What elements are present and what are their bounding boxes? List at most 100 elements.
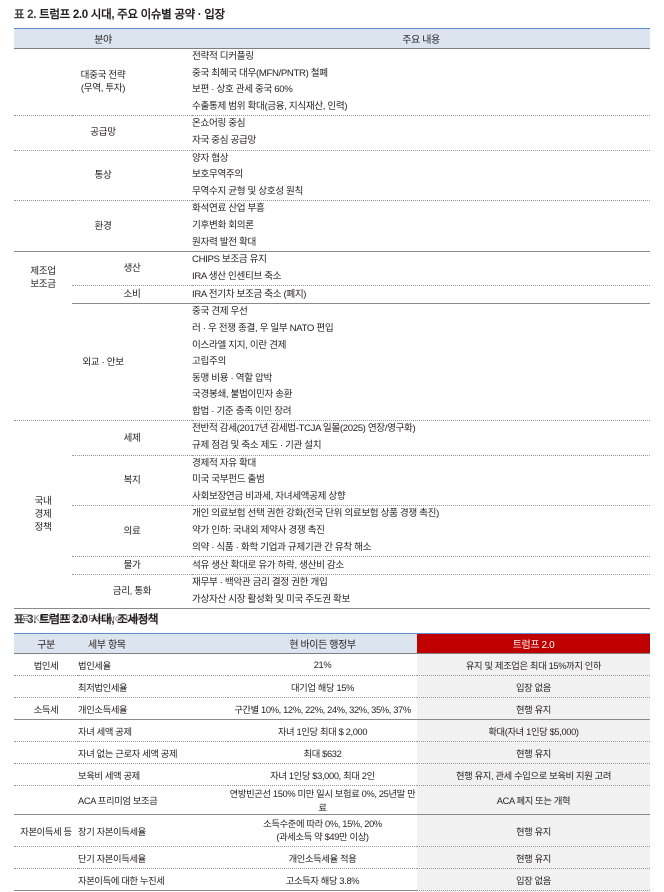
table2-content-cell: 경제적 자유 확대 미국 국부펀드 출범 사회보장연금 비과세, 자녀세액공제 … bbox=[192, 455, 651, 507]
table2-group-line2: 보조금 bbox=[30, 278, 56, 290]
table2-content-line: 보편 · 상호 관세 중국 60% bbox=[192, 84, 293, 96]
table3-trump-cell: 입장 없음 bbox=[417, 868, 650, 892]
table2-content-line: 재무부 · 백악관 금리 결정 권한 개입 bbox=[192, 577, 328, 589]
table2-group-line3: 정책 bbox=[34, 522, 52, 534]
table2-title-text: 트럼프 2.0 시대, 주요 이슈별 공약 · 입장 bbox=[39, 9, 225, 21]
table2-row: 외교 · 안보 중국 견제 우선 러 · 우 전쟁 종결, 우 일부 NATO … bbox=[14, 303, 651, 422]
table2-content-cell: 전반적 감세(2017년 감세법-TCJA 일몰(2025) 연장/영구화) 규… bbox=[192, 420, 651, 456]
table2: 분야 주요 내용 대중국 전략 (무역, 투자) 전략적 디커플링 중국 최혜국… bbox=[14, 28, 651, 609]
table2-content-line: 고립주의 bbox=[192, 356, 226, 368]
table3-trump-cell: 현행 유지 bbox=[417, 741, 650, 764]
table3-row: 소득세 개인소득세율 구간별 10%, 12%, 22%, 24%, 32%, … bbox=[14, 697, 650, 720]
table3-group-cell bbox=[14, 741, 78, 764]
table2-row: 공급망 온쇼어링 중심 자국 중심 공급망 bbox=[14, 115, 651, 151]
table2-content-cell: IRA 전기차 보조금 축소 (폐지) bbox=[192, 285, 651, 305]
table3-row: 자사주 매입세 1% 인하 또는 폐지 bbox=[14, 890, 650, 892]
table2-content-cell: 전략적 디커플링 중국 최혜국 대우(MFN/PNTR) 철폐 보편 · 상호 … bbox=[192, 48, 651, 117]
table3-header-col1: 구분 bbox=[14, 633, 78, 654]
table2-content-line: 석유 생산 확대로 유가 하락, 생산비 감소 bbox=[192, 560, 344, 572]
table3-biden-cell: 소득수준에 따라 0%, 15%, 20% (과세소득 약 $49만 이상) bbox=[228, 814, 417, 848]
table2-header-category: 분야 bbox=[14, 28, 193, 49]
table2-header-content: 주요 내용 bbox=[192, 28, 651, 49]
table2-content-line: 보호무역주의 bbox=[192, 169, 243, 181]
table2-content-cell: 화석연료 산업 부흥 기후변화 회의론 원자력 발전 확대 bbox=[192, 200, 651, 253]
table2-row: 제조업 보조금 생산 CHIPS 보조금 유지 IRA 생산 인센티브 축소 bbox=[14, 251, 651, 290]
table2-content-line: 가상자산 시장 활성화 및 미국 주도권 확보 bbox=[192, 593, 351, 605]
table2-content-line: 자국 중심 공급망 bbox=[192, 134, 256, 146]
table2-content-line: 약가 인하: 국내외 제약사 경쟁 촉진 bbox=[192, 525, 325, 537]
table2-category-label: 환경 bbox=[94, 220, 112, 232]
table2-content-line: IRA 생산 인센티브 축소 bbox=[192, 270, 282, 282]
table3-item-cell: 장기 자본이득세율 bbox=[78, 814, 228, 848]
table2-row: 물가 석유 생산 확대로 유가 하락, 생산비 감소 bbox=[14, 556, 651, 576]
table3-group-cell: 자본이득세 등 bbox=[14, 814, 78, 848]
table2-content-line: 기후변화 회의론 bbox=[192, 219, 254, 231]
table2-category-cell: 물가 bbox=[72, 556, 193, 576]
table3-item-cell: 자녀 없는 근로자 세액 공제 bbox=[78, 741, 228, 764]
table3-biden-cell: 자녀 1인당 $3,000, 최대 2인 bbox=[228, 763, 417, 786]
table2-category-label: 외교 · 안보 bbox=[82, 356, 124, 368]
table2-block: 표 2. 트럼프 2.0 시대, 주요 이슈별 공약 · 입장 분야 주요 내용 bbox=[14, 8, 651, 624]
table2-content-line: 국경봉쇄, 불법이민자 송환 bbox=[192, 389, 293, 401]
table3-title-text: 트럼프 2.0 시대, 조세정책 bbox=[39, 614, 159, 626]
table2-category-cell: 세제 bbox=[72, 420, 193, 456]
table3-header-row: 구분 세부 항목 현 바이든 행정부 트럼프 2.0 bbox=[14, 633, 650, 654]
table3-biden-cell: 대기업 해당 15% bbox=[228, 675, 417, 698]
table2-group-cell: 국내 경제 정책 bbox=[14, 421, 72, 608]
table2-content-cell: 재무부 · 백악관 금리 결정 권한 개입 가상자산 시장 활성화 및 미국 주… bbox=[192, 575, 650, 609]
table2-content-line: 경제적 자유 확대 bbox=[192, 457, 256, 469]
table2-content-line: 수출통제 범위 확대(금융, 지식재산, 인력) bbox=[192, 100, 348, 112]
table3-item-cell: 단기 자본이득세율 bbox=[78, 846, 228, 870]
table2-content-line: 이스라엘 지지, 이란 견제 bbox=[192, 339, 287, 351]
table2-category-label: 생산 bbox=[123, 263, 141, 275]
table3-biden-line2: (과세소득 약 $49만 이상) bbox=[276, 831, 369, 842]
table2-group-line1: 국내 bbox=[34, 496, 52, 508]
table2-content-line: 원자력 발전 확대 bbox=[192, 236, 256, 248]
table2-content-line: 무역수지 균형 및 상호성 원칙 bbox=[192, 185, 303, 197]
table2-row: 금리, 통화 재무부 · 백악관 금리 결정 권한 개입 가상자산 시장 활성화… bbox=[14, 575, 650, 609]
table3-trump-cell: 현행 유지, 관세 수입으로 보육비 지원 고려 bbox=[417, 763, 650, 786]
table3-group-cell: 소득세 bbox=[14, 697, 78, 720]
table2-row: 환경 화석연료 산업 부흥 기후변화 회의론 원자력 발전 확대 bbox=[14, 200, 651, 253]
table2-row: 소비 IRA 전기차 보조금 축소 (폐지) bbox=[14, 285, 651, 305]
table2-content-line: IRA 전기차 보조금 축소 (폐지) bbox=[192, 289, 307, 301]
table2-content-line: 개인 의료보험 선택 권한 강화(전국 단위 의료보험 상품 경쟁 촉진) bbox=[192, 508, 439, 520]
table2-category-cell: 대중국 전략 (무역, 투자) bbox=[14, 48, 193, 117]
table3-group-cell: 법인세 bbox=[14, 653, 78, 676]
table3-trump-cell: 현행 유지 bbox=[417, 846, 650, 870]
table3-trump-cell: 현행 유지 bbox=[417, 814, 650, 848]
table3-biden-cell: 자녀 1인당 최대 $ 2,000 bbox=[228, 719, 417, 742]
table3-biden-cell: 최대 $632 bbox=[228, 741, 417, 764]
table3-item-cell: 자본이득에 대한 누진세 bbox=[78, 868, 228, 892]
table2-category-label: 통상 bbox=[94, 169, 112, 181]
table3-title: 표 3. 트럼프 2.0 시대, 조세정책 bbox=[14, 613, 650, 627]
table2-category-label: 복지 bbox=[123, 475, 141, 487]
table2-category-label: 금리, 통화 bbox=[112, 586, 152, 598]
table3-item-cell: 최저법인세율 bbox=[78, 675, 228, 698]
table2-category-label: 세제 bbox=[123, 432, 141, 444]
table2-category-line1: 대중국 전략 bbox=[80, 70, 126, 82]
table3-group-cell bbox=[14, 890, 78, 892]
table3-item-cell: 보육비 세액 공제 bbox=[78, 763, 228, 786]
table3-trump-cell: 유지 및 제조업은 최대 15%까지 인하 bbox=[417, 653, 650, 676]
table2-row: 국내 경제 정책 세제 전반적 감세(2017년 감세법-TCJA 일몰(202… bbox=[14, 420, 651, 533]
table2-content-cell: 양자 협상 보호무역주의 무역수지 균형 및 상호성 원칙 bbox=[192, 150, 651, 202]
table3-header-col4: 트럼프 2.0 bbox=[417, 633, 650, 654]
table2-content-line: 의약 · 식품 · 화학 기업과 규제기관 간 유착 해소 bbox=[192, 541, 372, 553]
table2-content-line: 규제 점검 및 축소 제도 · 기관 설치 bbox=[192, 440, 322, 452]
table2-content-line: 동맹 비용 · 역할 압박 bbox=[192, 372, 272, 384]
table2-group-line1: 제조업 bbox=[30, 265, 56, 277]
table2-header-row: 분야 주요 내용 bbox=[14, 28, 651, 49]
table2-content-line: 양자 협상 bbox=[192, 152, 229, 164]
table3-item-cell: ACA 프리미엄 보조금 bbox=[78, 785, 228, 815]
table2-content-line: 중국 견제 우선 bbox=[192, 306, 248, 318]
table2-category-cell: 의료 bbox=[72, 505, 193, 558]
table3-row: 자녀 없는 근로자 세액 공제 최대 $632 현행 유지 bbox=[14, 741, 650, 764]
table2-category-label: 의료 bbox=[123, 525, 141, 537]
table3-trump-cell: 현행 유지 bbox=[417, 697, 650, 720]
table3: 구분 세부 항목 현 바이든 행정부 트럼프 2.0 법인세 법인세율 21% … bbox=[14, 633, 650, 892]
table2-category-cell: 통상 bbox=[14, 150, 193, 202]
table3-biden-cell: 연방빈곤선 150% 미만 일시 보험료 0%, 25년말 만료 bbox=[228, 785, 417, 815]
table3-header-col3: 현 바이든 행정부 bbox=[228, 633, 417, 654]
